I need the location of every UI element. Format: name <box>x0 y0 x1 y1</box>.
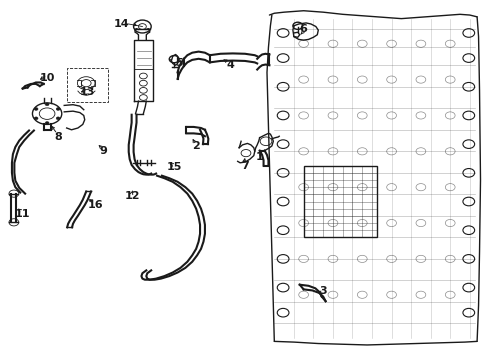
Bar <box>304 166 377 237</box>
Text: 2: 2 <box>192 141 200 151</box>
Circle shape <box>34 117 38 120</box>
Text: 11: 11 <box>15 209 30 219</box>
Circle shape <box>45 122 49 125</box>
Text: 8: 8 <box>54 132 62 142</box>
Circle shape <box>56 108 60 111</box>
Text: 7: 7 <box>241 161 249 171</box>
Bar <box>67 68 108 102</box>
Text: 9: 9 <box>99 146 107 156</box>
Text: 14: 14 <box>114 19 130 29</box>
Circle shape <box>45 103 49 106</box>
Text: 16: 16 <box>88 200 104 210</box>
Text: 4: 4 <box>226 60 234 70</box>
Text: 10: 10 <box>39 73 55 83</box>
Circle shape <box>34 108 38 111</box>
Text: 13: 13 <box>80 87 96 97</box>
Text: 15: 15 <box>167 162 182 172</box>
Text: 12: 12 <box>125 191 140 201</box>
Circle shape <box>56 117 60 120</box>
Text: 5: 5 <box>175 58 183 68</box>
Text: 1: 1 <box>256 152 264 162</box>
Text: 3: 3 <box>319 286 327 296</box>
Text: 6: 6 <box>300 24 308 35</box>
